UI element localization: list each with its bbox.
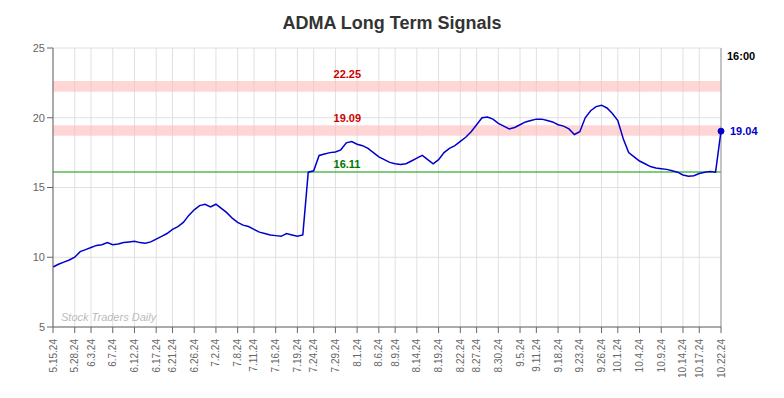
svg-text:8.22.24: 8.22.24: [455, 339, 466, 373]
svg-text:6.12.24: 6.12.24: [129, 339, 140, 373]
svg-text:6.26.24: 6.26.24: [189, 339, 200, 373]
svg-text:10.17.24: 10.17.24: [694, 339, 705, 378]
svg-text:9.18.24: 9.18.24: [553, 339, 564, 373]
svg-text:6.21.24: 6.21.24: [167, 339, 178, 373]
svg-text:8.19.24: 8.19.24: [433, 339, 444, 373]
svg-text:9.23.24: 9.23.24: [574, 339, 585, 373]
svg-text:9.11.24: 9.11.24: [531, 339, 542, 372]
svg-text:10.14.24: 10.14.24: [677, 339, 688, 378]
svg-text:19.04: 19.04: [730, 125, 758, 137]
svg-text:16.11: 16.11: [334, 158, 361, 170]
svg-text:7.8.24: 7.8.24: [232, 339, 243, 367]
svg-text:7.2.24: 7.2.24: [210, 339, 221, 367]
svg-text:25: 25: [33, 42, 45, 54]
svg-text:5.28.24: 5.28.24: [69, 339, 80, 373]
svg-text:5: 5: [39, 321, 45, 333]
html-text:ADMA Long Term Signals: ADMA Long Term Signals: [282, 13, 502, 33]
svg-text:9.5.24: 9.5.24: [515, 339, 526, 367]
svg-text:10.1.24: 10.1.24: [612, 339, 623, 373]
svg-text:9.26.24: 9.26.24: [596, 339, 607, 373]
svg-text:15: 15: [33, 181, 45, 193]
svg-text:22.25: 22.25: [334, 68, 362, 80]
svg-text:7.29.24: 7.29.24: [330, 339, 341, 373]
svg-text:Stock Traders Daily: Stock Traders Daily: [61, 311, 158, 323]
svg-text:6.17.24: 6.17.24: [151, 339, 162, 373]
svg-text:7.19.24: 7.19.24: [292, 339, 303, 373]
svg-text:10.9.24: 10.9.24: [656, 339, 667, 373]
svg-text:20: 20: [33, 112, 45, 124]
svg-text:8.14.24: 8.14.24: [411, 339, 422, 373]
svg-text:8.6.24: 8.6.24: [373, 339, 384, 367]
svg-text:6.3.24: 6.3.24: [86, 339, 97, 367]
svg-text:16:00: 16:00: [727, 50, 755, 62]
svg-text:10: 10: [33, 251, 45, 263]
svg-text:8.1.24: 8.1.24: [352, 339, 363, 367]
svg-text:19.09: 19.09: [334, 112, 362, 124]
svg-text:6.7.24: 6.7.24: [107, 339, 118, 367]
svg-text:8.9.24: 8.9.24: [390, 339, 401, 367]
svg-text:8.27.24: 8.27.24: [471, 339, 482, 373]
svg-text:7.24.24: 7.24.24: [308, 339, 319, 373]
svg-text:5.15.24: 5.15.24: [48, 339, 59, 373]
svg-text:10.4.24: 10.4.24: [634, 339, 645, 373]
svg-text:8.30.24: 8.30.24: [493, 339, 504, 373]
svg-text:7.11.24: 7.11.24: [248, 339, 259, 372]
svg-text:7.16.24: 7.16.24: [270, 339, 281, 373]
svg-text:10.22.24: 10.22.24: [716, 339, 727, 378]
